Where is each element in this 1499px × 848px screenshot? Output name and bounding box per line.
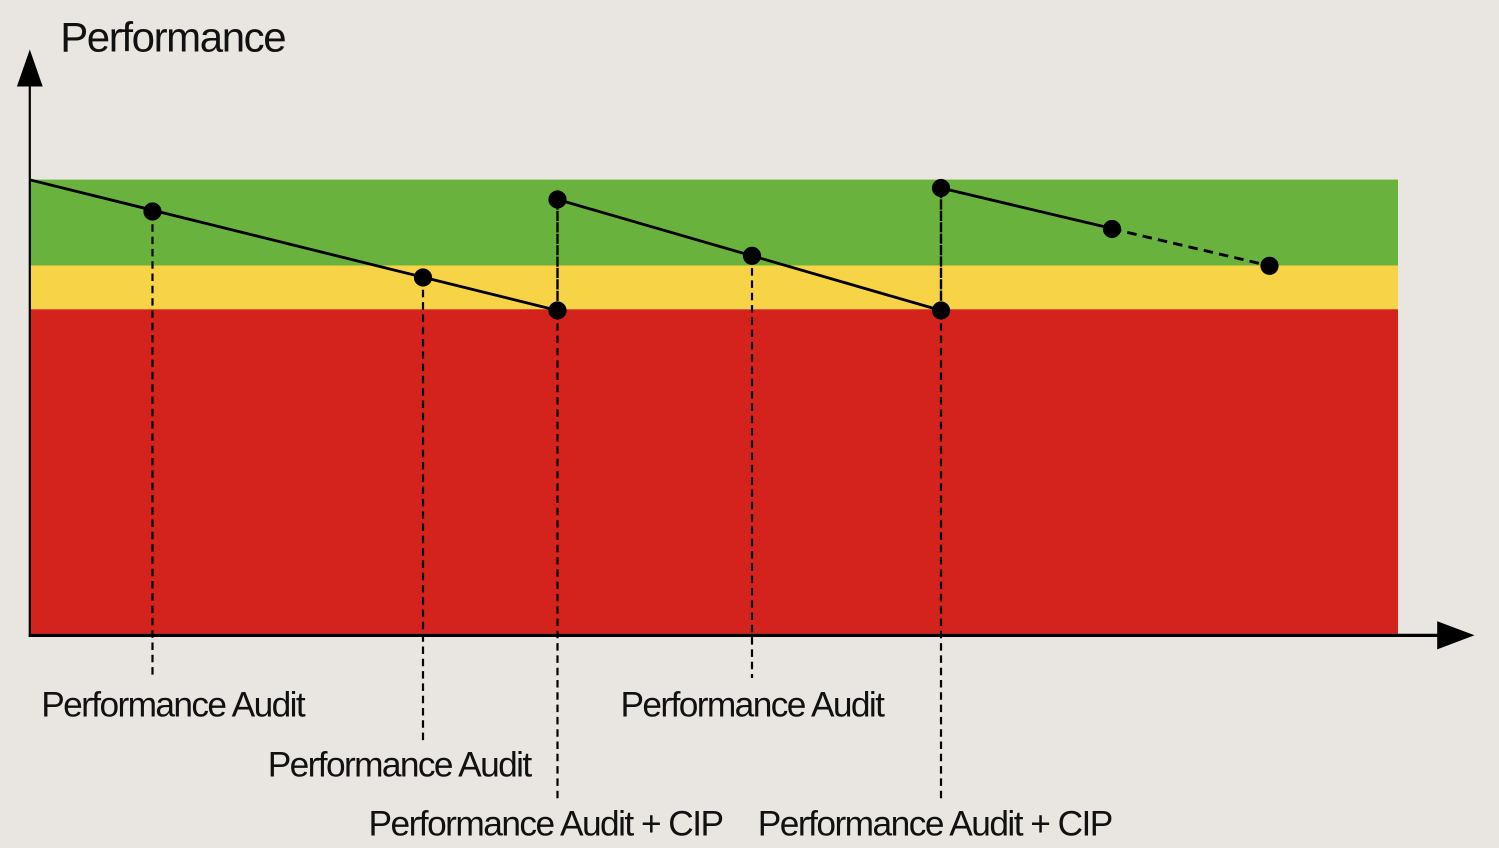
svg-text:Performance Audit + CIP: Performance Audit + CIP [758,805,1112,844]
svg-text:Performance Audit: Performance Audit [41,685,306,724]
svg-text:Performance Audit: Performance Audit [268,745,533,784]
svg-text:Performance: Performance [60,14,285,61]
svg-text:Performance Audit: Performance Audit [621,685,886,724]
svg-text:Performance Audit + CIP: Performance Audit + CIP [369,805,723,844]
